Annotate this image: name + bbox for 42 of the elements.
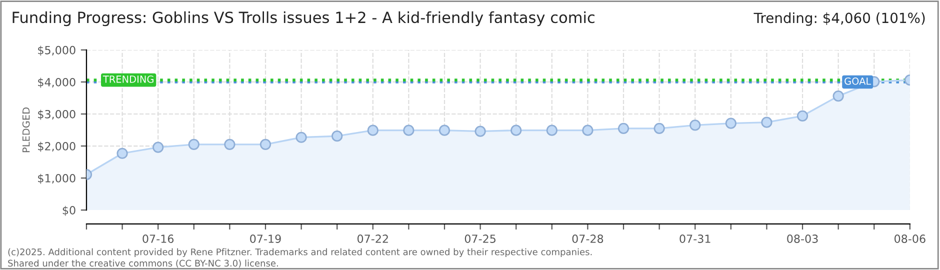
point (438, 124, 450, 136)
x-tick-label: 08-03 (787, 234, 818, 243)
x-tick-label: 07-25 (464, 234, 496, 243)
y-tick-label: $0 (62, 206, 76, 216)
text: (c)2025. Additional content provided by Rene Pfitzner. Trademarks and related content are owned by their respective companies. (8, 248, 592, 258)
point (296, 132, 307, 143)
ref-line-label: GOAL (844, 77, 872, 85)
point (332, 130, 343, 142)
ref-line-label: TRENDING (102, 76, 154, 83)
y-tick-label: $1,000 (38, 174, 76, 184)
point (474, 126, 486, 137)
point (582, 124, 594, 136)
text: Shared under the creative commons (CC BY-NC 3.0) license. (8, 260, 278, 268)
y-tick-label: $5,000 (38, 46, 76, 56)
y-tick-label: $2,000 (38, 142, 76, 152)
y-tick-label: $3,000 (38, 110, 76, 120)
x-tick-label: 07-28 (572, 234, 604, 243)
x-tick-label: 07-31 (680, 234, 710, 243)
point (152, 142, 164, 153)
point (796, 110, 808, 122)
text: Trending: $4,060 (101%) (754, 12, 925, 26)
point (367, 124, 378, 136)
y-tick-label: $4,000 (38, 78, 76, 88)
point (690, 120, 701, 131)
x-tick-label: 07-19 (250, 234, 281, 243)
point (510, 124, 522, 136)
point (224, 138, 236, 150)
x-tick-label: 07-16 (142, 234, 174, 243)
point (403, 124, 414, 136)
x-tick-label: 08-06 (894, 234, 926, 243)
point (654, 122, 665, 134)
point (188, 138, 200, 150)
point (116, 148, 128, 159)
point (832, 90, 844, 102)
point (618, 122, 630, 134)
point (260, 138, 272, 150)
point (761, 116, 772, 128)
y-axis-title: PLEDGED (22, 108, 30, 152)
x-tick-label: 07-22 (357, 234, 388, 243)
chart-title: Funding Progress: Goblins VS Trolls issues 1+2 - A kid-friendly fantasy comic (12, 11, 594, 26)
point (546, 124, 558, 136)
point (725, 118, 736, 129)
